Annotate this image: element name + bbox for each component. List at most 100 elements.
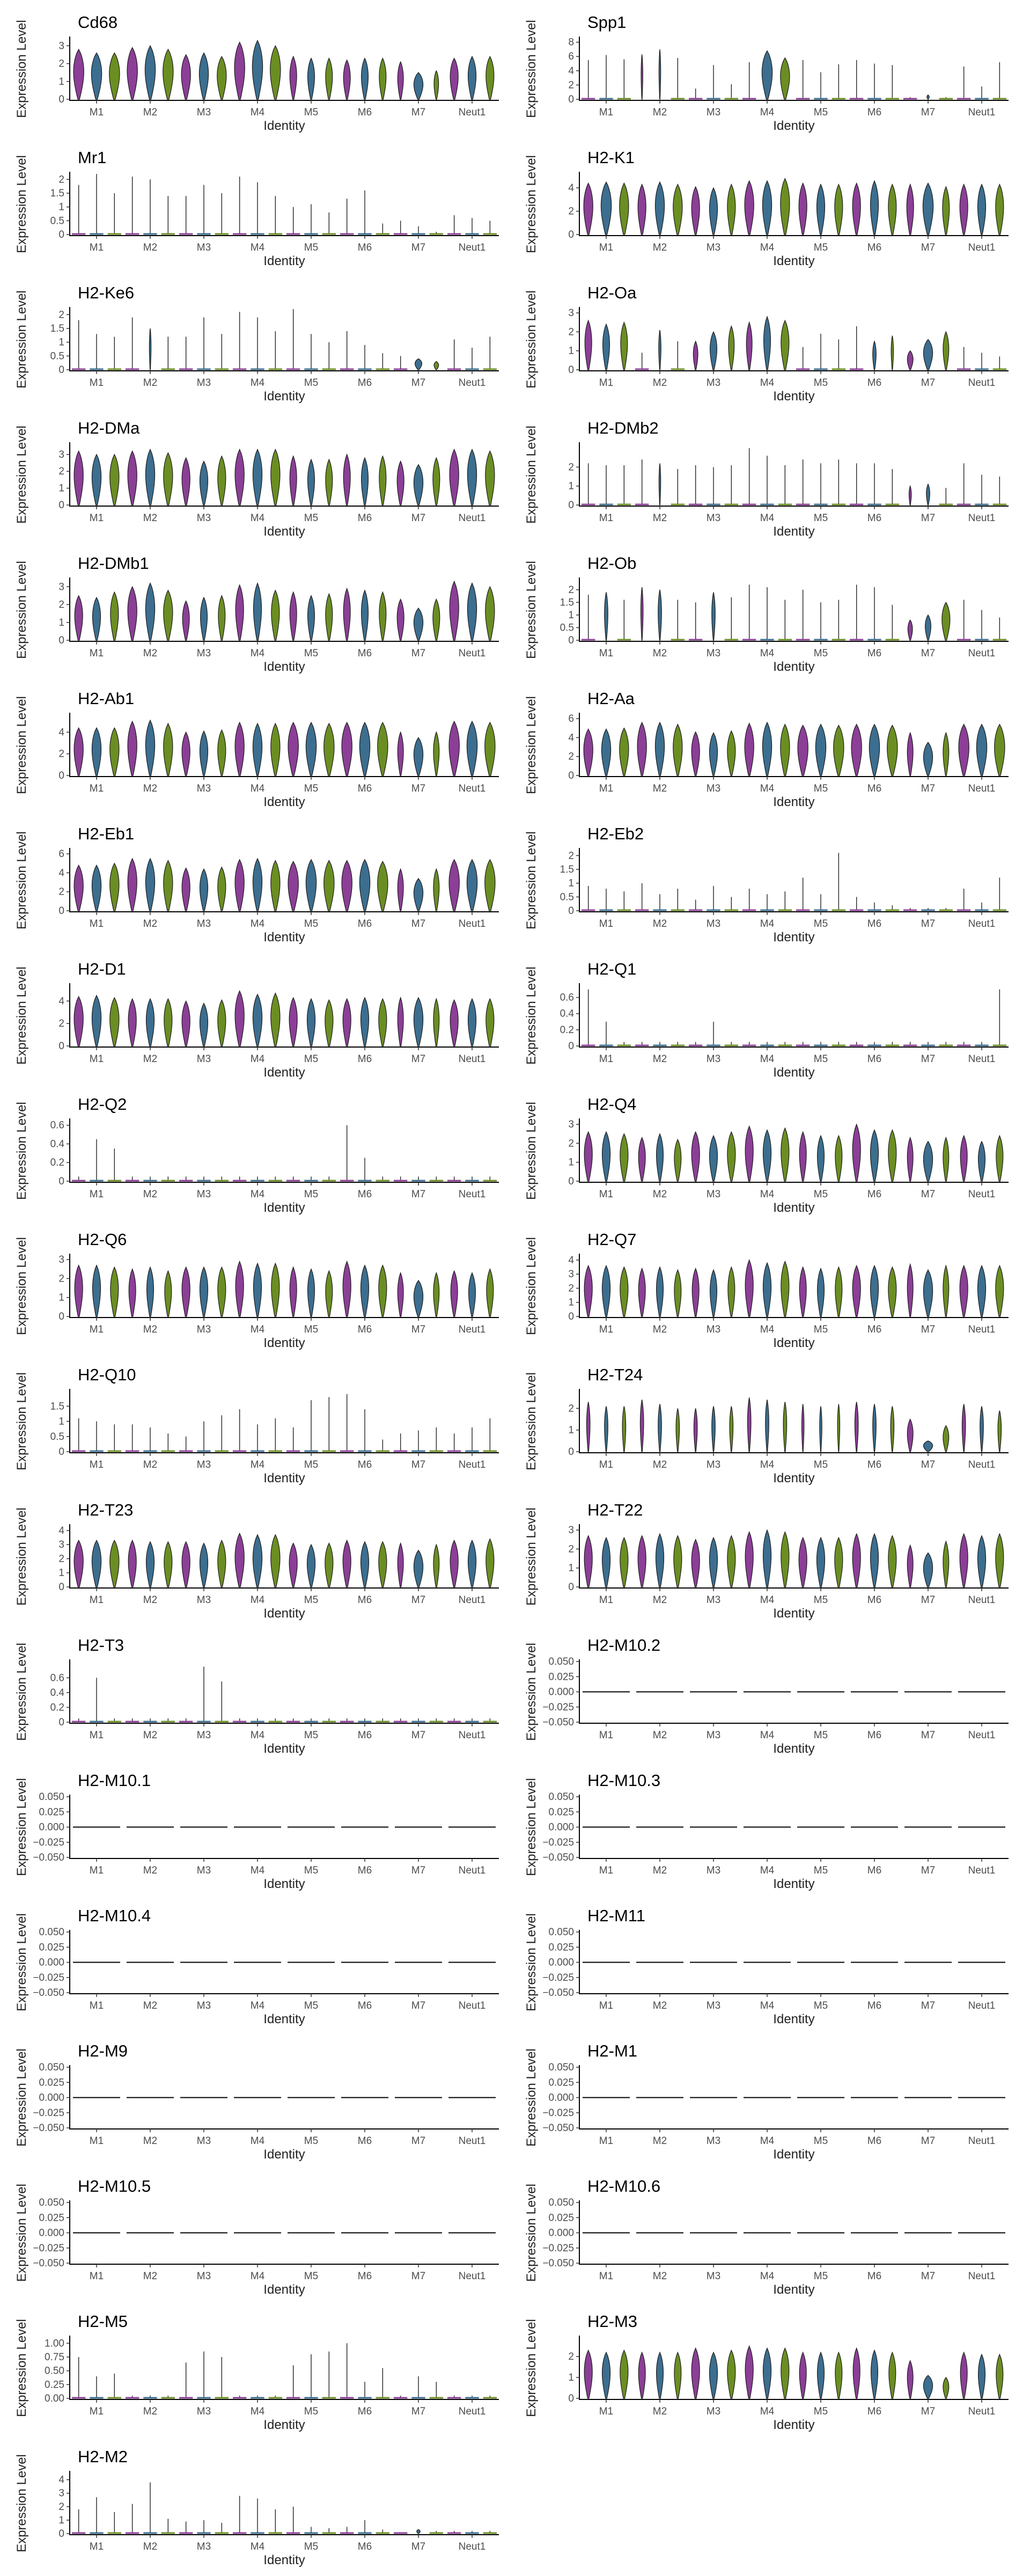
violin-chart: H2-M10.3 Expression Level Identity −0.050 −0… <box>524 1771 1009 1891</box>
x-tick-label: M3 <box>707 1189 720 1200</box>
x-tick-label: M5 <box>814 1865 828 1876</box>
x-tick-label: M6 <box>358 377 372 389</box>
x-tick-label: M6 <box>358 1324 372 1335</box>
violin-shape <box>379 57 387 100</box>
violin-shape <box>433 361 439 370</box>
chart-title: H2-M10.2 <box>587 1636 660 1655</box>
y-tick-label: 2 <box>58 887 64 898</box>
violin-shape <box>601 1536 611 1587</box>
y-axis-label: Expression Level <box>524 290 539 389</box>
x-tick-label: M7 <box>921 513 935 524</box>
violin-shape <box>691 731 700 776</box>
y-tick-label: 1 <box>58 1416 64 1428</box>
violin-shape <box>91 52 102 100</box>
y-tick-label: 1 <box>58 2515 64 2526</box>
y-tick-label: 3 <box>568 1525 574 1536</box>
chart-title: H2-DMb1 <box>78 554 149 573</box>
violin-shape <box>235 1260 244 1317</box>
violin-shape <box>763 316 771 370</box>
violin-shape <box>907 1263 914 1317</box>
y-tick-label: 3 <box>58 1539 64 1550</box>
violin-panel: Cd68 Expression Level Identity 0 1 2 3 M1 M2 M3 M4… <box>0 5 510 141</box>
y-axis-label: Expression Level <box>524 561 539 659</box>
x-tick-label: M3 <box>707 2135 720 2147</box>
violin-chart: H2-Q6 Expression Level Identity 0 1 2 3 M1 M2 M3 M… <box>14 1230 499 1350</box>
violin-shape <box>109 52 120 100</box>
violin-shape <box>397 996 404 1046</box>
violin-shape <box>762 180 772 235</box>
y-tick-label: 0.000 <box>548 2092 574 2104</box>
violin-shape <box>727 1535 736 1587</box>
y-tick-label: 0 <box>58 770 64 781</box>
x-tick-label: Neut1 <box>459 1730 486 1741</box>
violin-shape <box>835 2351 843 2399</box>
violin-shape <box>92 1264 101 1317</box>
violin-chart: H2-Ke6 Expression Level Identity 0 0.5 1 1.5 2 M… <box>14 283 499 404</box>
violin-shape <box>181 1541 190 1587</box>
chart-title: H2-Q10 <box>78 1365 136 1384</box>
x-axis-label: Identity <box>263 1471 305 1485</box>
x-tick-label: M5 <box>304 2135 318 2147</box>
x-tick-label: M7 <box>411 1459 425 1470</box>
violin-shape <box>602 323 610 370</box>
x-tick-label: M3 <box>197 1053 211 1065</box>
y-tick-label: 0.4 <box>50 1687 65 1699</box>
violin-panel: H2-M10.6 Expression Level Identity −0.050 −0… <box>510 2169 1019 2304</box>
x-tick-label: M4 <box>251 2406 265 2417</box>
violin-shape <box>817 1267 825 1317</box>
x-tick-label: M1 <box>90 1594 104 1606</box>
violin-shape <box>91 994 102 1046</box>
x-tick-label: M3 <box>197 242 211 253</box>
violin-shape <box>709 2351 718 2399</box>
violin-shape <box>638 1137 646 1182</box>
violin-shape <box>271 1262 280 1317</box>
y-tick-label: 3 <box>58 40 64 52</box>
violin-shape <box>620 1133 629 1182</box>
violin-shape <box>604 592 608 641</box>
violin-shape <box>798 1536 807 1587</box>
x-tick-label: M1 <box>90 2271 104 2282</box>
x-tick-label: M5 <box>814 918 828 930</box>
chart-title: H2-Oa <box>587 283 637 302</box>
x-tick-label: Neut1 <box>968 242 996 253</box>
y-tick-label: 1 <box>58 76 64 87</box>
x-tick-label: M6 <box>358 2541 372 2552</box>
violin-panel: H2-M10.2 Expression Level Identity −0.050 −0… <box>510 1628 1019 1763</box>
violin-shape <box>448 720 460 776</box>
y-tick-label: 0.025 <box>39 1806 64 1818</box>
y-axis-label: Expression Level <box>524 155 539 253</box>
x-tick-label: M4 <box>251 242 265 253</box>
chart-title: H2-Aa <box>587 689 635 708</box>
x-tick-label: M5 <box>304 2271 318 2282</box>
x-tick-label: Neut1 <box>459 1459 486 1470</box>
violin-shape <box>907 350 914 370</box>
x-tick-label: M5 <box>814 377 828 389</box>
violin-shape <box>397 868 404 911</box>
x-tick-label: M6 <box>867 1053 881 1065</box>
violin-shape <box>270 722 281 776</box>
violin-shape <box>622 1406 627 1452</box>
violin-shape <box>433 1271 440 1317</box>
violin-shape <box>109 862 120 911</box>
violin-shape <box>673 1535 682 1587</box>
violin-shape <box>325 1542 334 1587</box>
violin-shape <box>199 730 209 776</box>
violin-shape <box>323 722 335 776</box>
y-tick-label: 0.025 <box>548 2077 574 2088</box>
x-tick-label: M4 <box>760 2406 775 2417</box>
violin-shape <box>305 859 317 911</box>
chart-title: H2-M2 <box>78 2447 128 2466</box>
x-tick-label: M1 <box>599 2000 613 2011</box>
x-tick-label: M2 <box>143 1865 157 1876</box>
y-tick-label: 0 <box>568 1311 574 1322</box>
y-tick-label: 0.000 <box>548 1687 574 1698</box>
y-tick-label: 0.000 <box>548 2228 574 2239</box>
violin-shape <box>181 457 190 506</box>
y-tick-label: 0.2 <box>50 1157 64 1168</box>
y-tick-label: 2 <box>568 79 574 91</box>
violin-shape <box>978 2353 985 2399</box>
violin-shape <box>658 1404 662 1452</box>
chart-title: H2-Q4 <box>587 1095 636 1114</box>
y-axis-label: Expression Level <box>14 2319 29 2417</box>
violin-shape <box>74 595 83 641</box>
